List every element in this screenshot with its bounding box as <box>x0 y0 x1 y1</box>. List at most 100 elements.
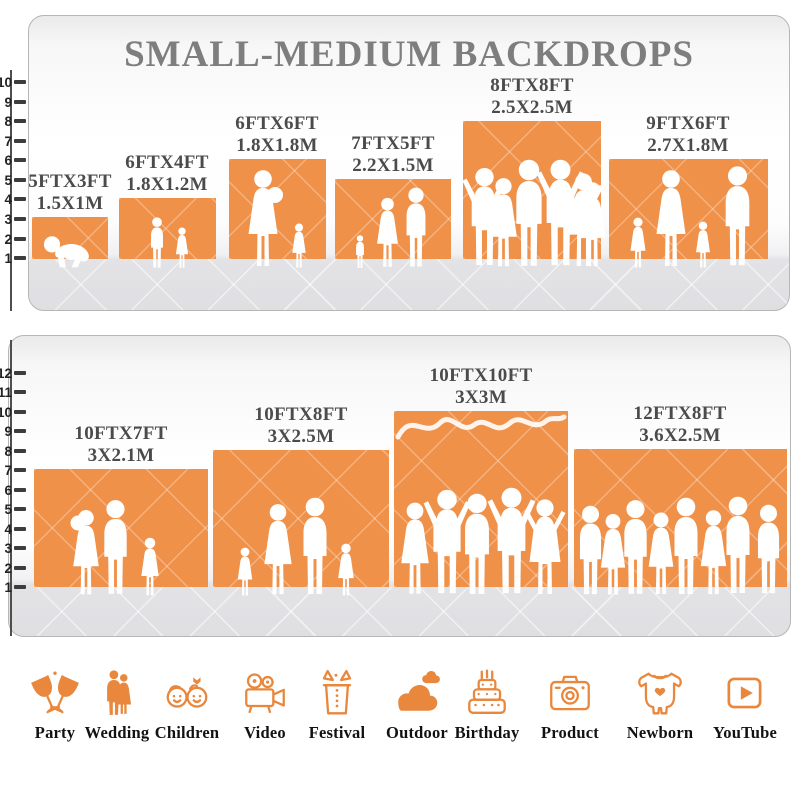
ruler-tick <box>14 158 26 162</box>
backdrop-label: 9FTX6FT 2.7X1.8M <box>646 113 729 156</box>
category-festival: Festival <box>292 668 382 743</box>
ruler-tick <box>14 197 26 201</box>
medium-large-panel: 10FTX7FT 3X2.1M 10FTX8FT 3X2.5M 10FTX10FT 3… <box>8 335 791 637</box>
backdrop-box-10x7ft <box>34 469 208 596</box>
ruler-tick <box>14 429 26 433</box>
ruler-tick <box>14 119 26 123</box>
size-feet: 6FTX6FT <box>235 113 319 135</box>
ruler-number: 3 <box>4 540 12 556</box>
ruler-mark: 3 <box>0 211 26 227</box>
category-label: Birthday <box>454 723 520 742</box>
ruler-tick <box>14 488 26 492</box>
ruler-number: 10 <box>0 74 12 90</box>
ruler-number: 8 <box>4 443 12 459</box>
ruler-tick <box>14 449 26 453</box>
ruler-mark: 2 <box>0 560 26 576</box>
ruler-mark: 10 <box>0 74 26 90</box>
ruler-mark: 7 <box>0 462 26 478</box>
silhouette-mother-and-children <box>248 170 306 268</box>
size-feet: 6FTX4FT <box>125 152 209 174</box>
backdrop-box-10x10ft <box>394 411 568 594</box>
ruler-number: 5 <box>4 172 12 188</box>
ruler-mark: 4 <box>0 521 26 537</box>
ruler-number: 1 <box>4 250 12 266</box>
category-label: Outdoor <box>386 723 448 742</box>
ruler-number: 9 <box>4 423 12 439</box>
ruler-tick <box>14 371 26 375</box>
ruler-number: 7 <box>4 462 12 478</box>
ruler-tick <box>14 546 26 550</box>
category-party: Party <box>10 668 100 743</box>
ruler-tick <box>14 178 26 182</box>
backdrop-box-6x4ft <box>119 198 216 268</box>
ruler-mark: 9 <box>0 94 26 110</box>
ruler-number: 3 <box>4 211 12 227</box>
ruler-tick <box>14 237 26 241</box>
product-camera-icon <box>550 675 590 711</box>
category-video: Video <box>220 668 310 743</box>
party-glasses-icon <box>31 671 79 714</box>
ruler-mark: 9 <box>0 423 26 439</box>
ruler-mark: 1 <box>0 579 26 595</box>
ruler-number: 4 <box>4 191 12 207</box>
ruler-mark: 6 <box>0 152 26 168</box>
ruler-number: 2 <box>4 560 12 576</box>
youtube-play-icon <box>727 677 762 709</box>
category-label: Product <box>541 723 599 742</box>
backdrop-label: 10FTX10FT 3X3M <box>430 365 533 408</box>
ruler-number: 7 <box>4 133 12 149</box>
video-camera-icon <box>245 673 285 714</box>
backdrop-box-9x6ft <box>609 159 768 268</box>
ruler-tick <box>14 410 26 414</box>
size-feet: 10FTX8FT <box>254 404 348 426</box>
size-feet: 12FTX8FT <box>633 403 727 425</box>
ruler-number: 5 <box>4 501 12 517</box>
ruler-mark: 10 <box>0 404 26 420</box>
birthday-cake-icon <box>468 669 506 714</box>
category-label: Video <box>244 723 286 742</box>
ruler-number: 4 <box>4 521 12 537</box>
ruler-mark: 11 <box>0 384 26 400</box>
ruler-mark: 5 <box>0 501 26 517</box>
ruler-tick <box>14 390 26 394</box>
ruler-mark: 4 <box>0 191 26 207</box>
backdrop-box-7x5ft <box>335 179 451 268</box>
backdrop-box-6x6ft <box>229 159 326 268</box>
size-feet: 7FTX5FT <box>351 133 435 155</box>
category-children: Children <box>142 668 232 743</box>
size-meters: 1.5X1M <box>36 192 104 214</box>
ruler-number: 11 <box>0 384 12 400</box>
silhouette-crawling-baby <box>43 236 89 268</box>
ruler-mark: 6 <box>0 482 26 498</box>
backdrop-box-10x8ft <box>213 450 389 596</box>
ruler-number: 9 <box>4 94 12 110</box>
category-label: Festival <box>308 723 366 742</box>
category-label: Newborn <box>626 723 694 742</box>
backdrop-label: 10FTX8FT 3X2.5M <box>254 404 347 447</box>
ruler-tick <box>14 80 26 84</box>
category-youtube: YouTube <box>700 668 790 743</box>
ruler-tick <box>14 507 26 511</box>
size-meters: 2.7X1.8M <box>647 134 729 156</box>
ruler-tick <box>14 100 26 104</box>
festival-gift-icon <box>322 669 352 715</box>
backdrop-box-12x8ft <box>574 449 787 595</box>
ruler-number: 8 <box>4 113 12 129</box>
silhouette-family-three <box>356 187 426 268</box>
ruler-tick <box>14 256 26 260</box>
size-meters: 1.8X1.2M <box>126 173 208 195</box>
backdrop-label: 7FTX5FT 2.2X1.5M <box>351 133 434 176</box>
category-label: YouTube <box>712 723 778 742</box>
ruler-mark: 7 <box>0 133 26 149</box>
silhouette-family-three <box>70 500 159 596</box>
ruler-number: 1 <box>4 579 12 595</box>
ruler-number: 12 <box>0 365 12 381</box>
silhouette-family-four-walking <box>237 497 354 596</box>
backdrop-label: 6FTX6FT 1.8X1.8M <box>235 113 318 156</box>
ruler-tick <box>14 139 26 143</box>
children-faces-icon <box>166 677 208 708</box>
outdoor-clouds-icon <box>398 670 440 711</box>
backdrop-label: 6FTX4FT 1.8X1.2M <box>125 152 208 195</box>
category-label: Wedding <box>84 723 150 742</box>
